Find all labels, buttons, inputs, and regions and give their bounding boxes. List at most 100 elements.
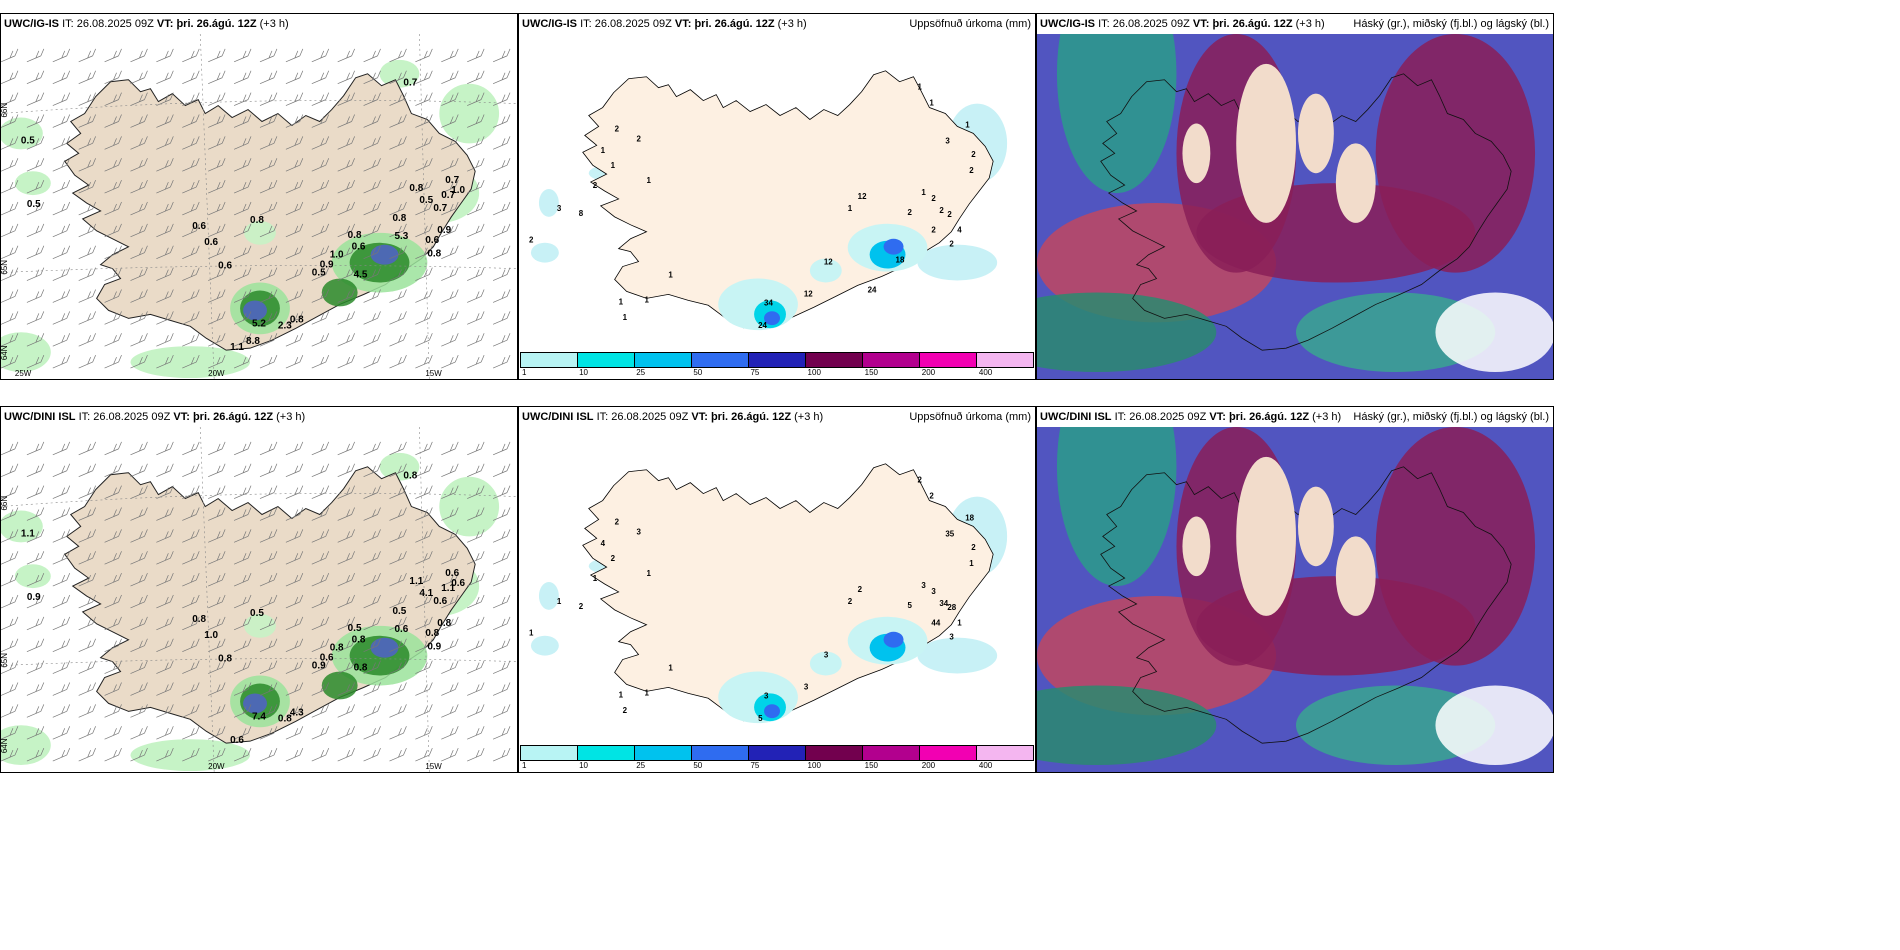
precip-title: Uppsöfnuð úrkoma (mm) [909, 18, 1031, 30]
cloud-panel-igis: UWC/IG-IS IT: 26.08.2025 09Z VT: þri. 26… [1036, 13, 1554, 380]
precip-value: 2 [593, 181, 598, 190]
precip-value: 3 [949, 633, 954, 642]
precip-value: 4 [601, 539, 606, 548]
precip-value: 1 [965, 120, 970, 129]
precip-values: 0.81.10.90.81.00.50.80.50.90.60.80.80.80… [21, 471, 466, 746]
lat-label: 66N [1, 496, 9, 511]
model-name: UWC/DINI ISL [4, 411, 76, 423]
precip-value: 34 [939, 599, 948, 608]
precip-value: 5.3 [394, 231, 408, 242]
precip-value: 1.0 [204, 630, 218, 641]
clear-area [1297, 486, 1334, 567]
precip-value: 1.1 [409, 576, 423, 587]
precip-value: 3 [945, 136, 950, 145]
precip-title: Uppsöfnuð úrkoma (mm) [909, 411, 1031, 423]
precip-value: 12 [824, 258, 833, 267]
precip-value: 1 [647, 569, 652, 578]
init-time: 26.08.2025 09Z [1129, 411, 1207, 423]
precip-value: 35 [945, 529, 954, 538]
precip-value: 24 [758, 321, 767, 330]
legend-label: 50 [693, 761, 703, 770]
precip-value: 0.8 [250, 215, 264, 226]
precip-value: 34 [764, 298, 773, 307]
precip-value: 1 [529, 629, 534, 638]
precip-value: 0.6 [451, 578, 465, 589]
legend-swatch [692, 353, 749, 367]
precip-value: 44 [931, 619, 940, 628]
precip-value: 0.8 [427, 249, 441, 260]
precip-value: 0.9 [320, 260, 334, 271]
precip-value: 2 [971, 150, 976, 159]
precip-value: 2 [858, 585, 863, 594]
precip-value: 3 [921, 581, 926, 590]
precip-value: 1 [929, 99, 934, 108]
panel-header: UWC/DINI ISL IT: 26.08.2025 09Z VT: þri.… [519, 407, 1035, 427]
legend-label: 25 [636, 368, 646, 377]
precip-shading [1, 59, 500, 379]
lead-time: (+3 h) [276, 411, 306, 423]
precip-value: 3 [637, 527, 642, 536]
legend-label: 100 [807, 368, 821, 377]
precip-value: 2 [579, 602, 584, 611]
precip-value: 2 [931, 226, 936, 235]
legend-label: 1 [522, 368, 527, 377]
legend-label: 150 [864, 368, 879, 377]
precip-value: 8.8 [246, 336, 260, 347]
cloud-map [1037, 34, 1553, 379]
precip-value: 0.8 [425, 628, 439, 639]
lead-time: (+3 h) [259, 18, 289, 30]
clear-area [1182, 123, 1211, 184]
precip-value: 12 [858, 192, 867, 201]
cloud-map [1037, 427, 1553, 772]
legend-label: 100 [807, 761, 821, 770]
precip-value: 2 [917, 476, 922, 485]
precip-value: 1 [611, 161, 616, 170]
precip-value: 0.9 [27, 592, 41, 603]
lead-time: (+3 h) [794, 411, 824, 423]
precip-value: 3 [824, 651, 829, 660]
panel-header: UWC/IG-IS IT: 26.08.2025 09Z VT: þri. 26… [1, 14, 517, 34]
precip-value: 5.2 [252, 318, 266, 329]
legend-label: 10 [579, 368, 589, 377]
precip-value: 0.8 [392, 213, 406, 224]
panel-header: UWC/DINI ISL IT: 26.08.2025 09Z VT: þri.… [1, 407, 517, 427]
precip-map: 2 3 4 2 1 1 1 2 1 1 1 1 2 2 2 3 3 3 5 5 3 3 34 44 28 18 35 2 1 1 3 2 2 [519, 427, 1035, 746]
legend-label: 400 [978, 761, 993, 770]
precip-value: 0.9 [427, 642, 441, 653]
precip-value: 1.0 [451, 185, 465, 196]
precip-value: 2 [637, 134, 642, 143]
init-time: 26.08.2025 09Z [1112, 18, 1190, 30]
legend-swatch [977, 746, 1033, 760]
cloud-panel-dini: UWC/DINI ISL IT: 26.08.2025 09Z VT: þri.… [1036, 406, 1554, 773]
legend-swatch [521, 353, 578, 367]
precip-value: 0.9 [437, 225, 451, 236]
precip-value: 0.9 [312, 661, 326, 672]
legend-swatch [635, 353, 692, 367]
precip-value: 4.1 [419, 588, 433, 599]
precip-value: 3 [764, 691, 769, 700]
precip-value: 0.8 [348, 230, 362, 241]
legend-swatch [863, 746, 920, 760]
precip-value: 0.7 [445, 175, 459, 186]
precip-value: 0.6 [352, 242, 366, 253]
precip-value: 0.7 [433, 203, 447, 214]
cloud-layers [1037, 34, 1553, 379]
precip-value: 1.1 [230, 342, 244, 353]
clear-area [1335, 536, 1376, 616]
wind-precip-panel-igis: UWC/IG-IS IT: 26.08.2025 09Z VT: þri. 26… [0, 13, 518, 380]
wind-barbs [1, 441, 511, 762]
model-name: UWC/DINI ISL [522, 411, 594, 423]
precip-shading [718, 223, 928, 331]
precip-value: 4.3 [290, 707, 304, 718]
lon-label: 15W [425, 762, 442, 771]
cloud-title: Háský (gr.), miðský (fj.bl.) og lágský (… [1353, 411, 1549, 423]
legend-label: 1 [522, 761, 527, 770]
legend-swatch [863, 353, 920, 367]
valid-time: þri. 26.ágú. 12Z [1212, 18, 1293, 30]
accum-precip-panel-dini: UWC/DINI ISL IT: 26.08.2025 09Z VT: þri.… [518, 406, 1036, 773]
precip-value: 2 [611, 554, 616, 563]
precip-value: 2 [971, 543, 976, 552]
precip-value: 2 [623, 706, 628, 715]
model-name: UWC/IG-IS [522, 18, 577, 30]
